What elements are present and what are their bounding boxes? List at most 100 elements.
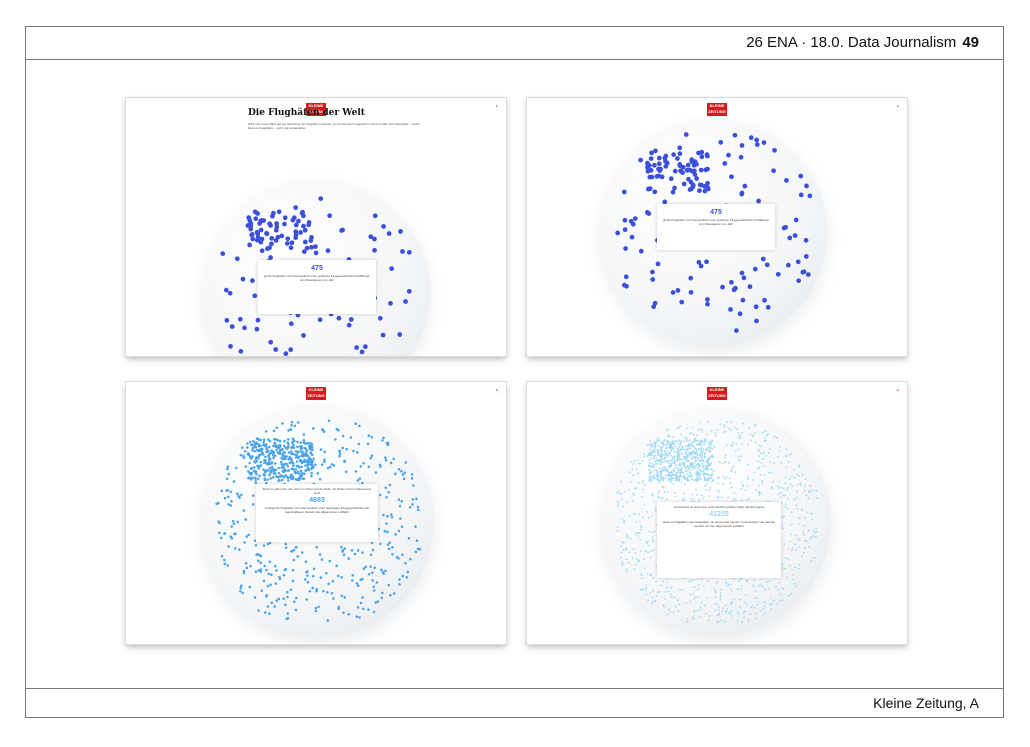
airport-dot	[215, 502, 219, 506]
airport-dot	[689, 447, 692, 450]
airport-dot	[702, 458, 704, 461]
airport-dot	[660, 449, 662, 451]
airport-dot	[750, 439, 752, 442]
airport-dot	[711, 480, 714, 483]
airport-dot	[693, 438, 696, 440]
airport-dot	[248, 226, 254, 232]
airport-dot	[703, 484, 706, 487]
airport-dot	[263, 564, 266, 568]
airport-dot	[224, 317, 230, 323]
kleine-zeitung-logo: KLEINE ZEITUNG	[707, 387, 727, 400]
airport-dot	[713, 587, 715, 589]
airport-dot	[771, 471, 773, 474]
airport-dot	[397, 468, 401, 471]
airport-dot	[657, 481, 660, 484]
airport-dot	[362, 344, 368, 350]
kleine-zeitung-logo: KLEINE ZEITUNG	[306, 103, 326, 116]
airport-dot	[669, 473, 671, 476]
airport-dot	[347, 557, 351, 560]
airport-dot	[382, 572, 385, 575]
airport-dot	[727, 496, 730, 499]
airport-dot	[286, 612, 290, 615]
airport-dot	[698, 442, 701, 444]
airport-dot	[680, 433, 683, 436]
airport-dot	[649, 452, 652, 454]
airport-dot	[416, 508, 420, 512]
airport-dot	[697, 609, 699, 612]
airport-dot	[679, 299, 685, 305]
airport-dot	[695, 459, 698, 462]
airport-dot	[278, 445, 281, 449]
airport-dot	[319, 448, 323, 451]
airport-dot	[761, 431, 764, 434]
airport-dot	[734, 471, 737, 473]
airport-dot	[338, 452, 342, 456]
airport-dot	[685, 456, 688, 458]
airport-dot	[738, 448, 741, 451]
airport-dot	[406, 570, 410, 574]
airport-dot	[702, 188, 708, 194]
airport-dot	[814, 531, 817, 534]
airport-dot	[671, 152, 677, 157]
airport-dot	[654, 460, 657, 462]
airport-dot	[705, 473, 707, 476]
airport-dot	[254, 478, 257, 482]
airport-dot	[362, 567, 366, 570]
airport-dot	[666, 443, 669, 446]
airport-dot	[223, 287, 229, 293]
airport-dot	[227, 472, 231, 476]
info-card: Verzeichnet ist auch eine noch deutlich …	[657, 502, 781, 578]
airport-dot	[743, 610, 746, 613]
airport-dot	[257, 559, 260, 563]
airport-dot	[322, 589, 325, 593]
nav-link: ▸	[496, 388, 498, 392]
airport-dot	[669, 610, 672, 613]
airport-dot	[771, 487, 774, 490]
airport-dot	[735, 450, 737, 452]
airport-dot	[254, 229, 260, 235]
airport-dot	[678, 168, 683, 174]
airport-dot	[786, 489, 789, 491]
airport-dot	[658, 470, 661, 473]
airport-dot	[754, 597, 756, 599]
airport-dot	[639, 462, 642, 465]
airport-dot	[247, 476, 250, 480]
card-text: mittelgroße Flughäfen mit Linienverkehr …	[264, 506, 370, 514]
airport-dot	[310, 444, 313, 448]
airport-dot	[715, 582, 718, 585]
airport-dot	[683, 455, 685, 458]
airport-dot	[656, 155, 662, 161]
airport-dot	[700, 428, 703, 431]
airport-dot	[628, 218, 634, 224]
airport-dot	[317, 605, 320, 609]
airport-dot	[744, 601, 747, 604]
airport-dot	[259, 568, 263, 571]
airport-dot	[816, 497, 819, 499]
airport-dot	[676, 454, 679, 456]
airport-dot	[683, 132, 689, 137]
airport-dot	[809, 512, 812, 515]
airport-dot	[730, 486, 733, 489]
airport-dot	[292, 440, 296, 443]
airport-dot	[311, 465, 314, 469]
airport-dot	[379, 493, 382, 497]
airport-dot	[650, 277, 656, 282]
airport-dot	[786, 576, 789, 579]
airport-dot	[717, 482, 720, 485]
airport-dot	[785, 454, 788, 457]
airport-dot	[675, 478, 678, 481]
airport-dot	[739, 191, 745, 197]
airport-dot	[621, 560, 624, 563]
airport-dot	[720, 619, 723, 622]
airport-dot	[803, 237, 809, 243]
airport-dot	[747, 619, 750, 622]
airport-dot	[691, 477, 694, 480]
airport-dot	[777, 485, 780, 488]
airport-dot	[771, 486, 773, 488]
airport-dot	[689, 445, 692, 447]
airport-dot	[652, 189, 658, 195]
airport-dot	[700, 459, 703, 462]
airport-dot	[781, 588, 784, 590]
airport-dot	[651, 442, 654, 445]
airport-dot	[778, 450, 781, 452]
